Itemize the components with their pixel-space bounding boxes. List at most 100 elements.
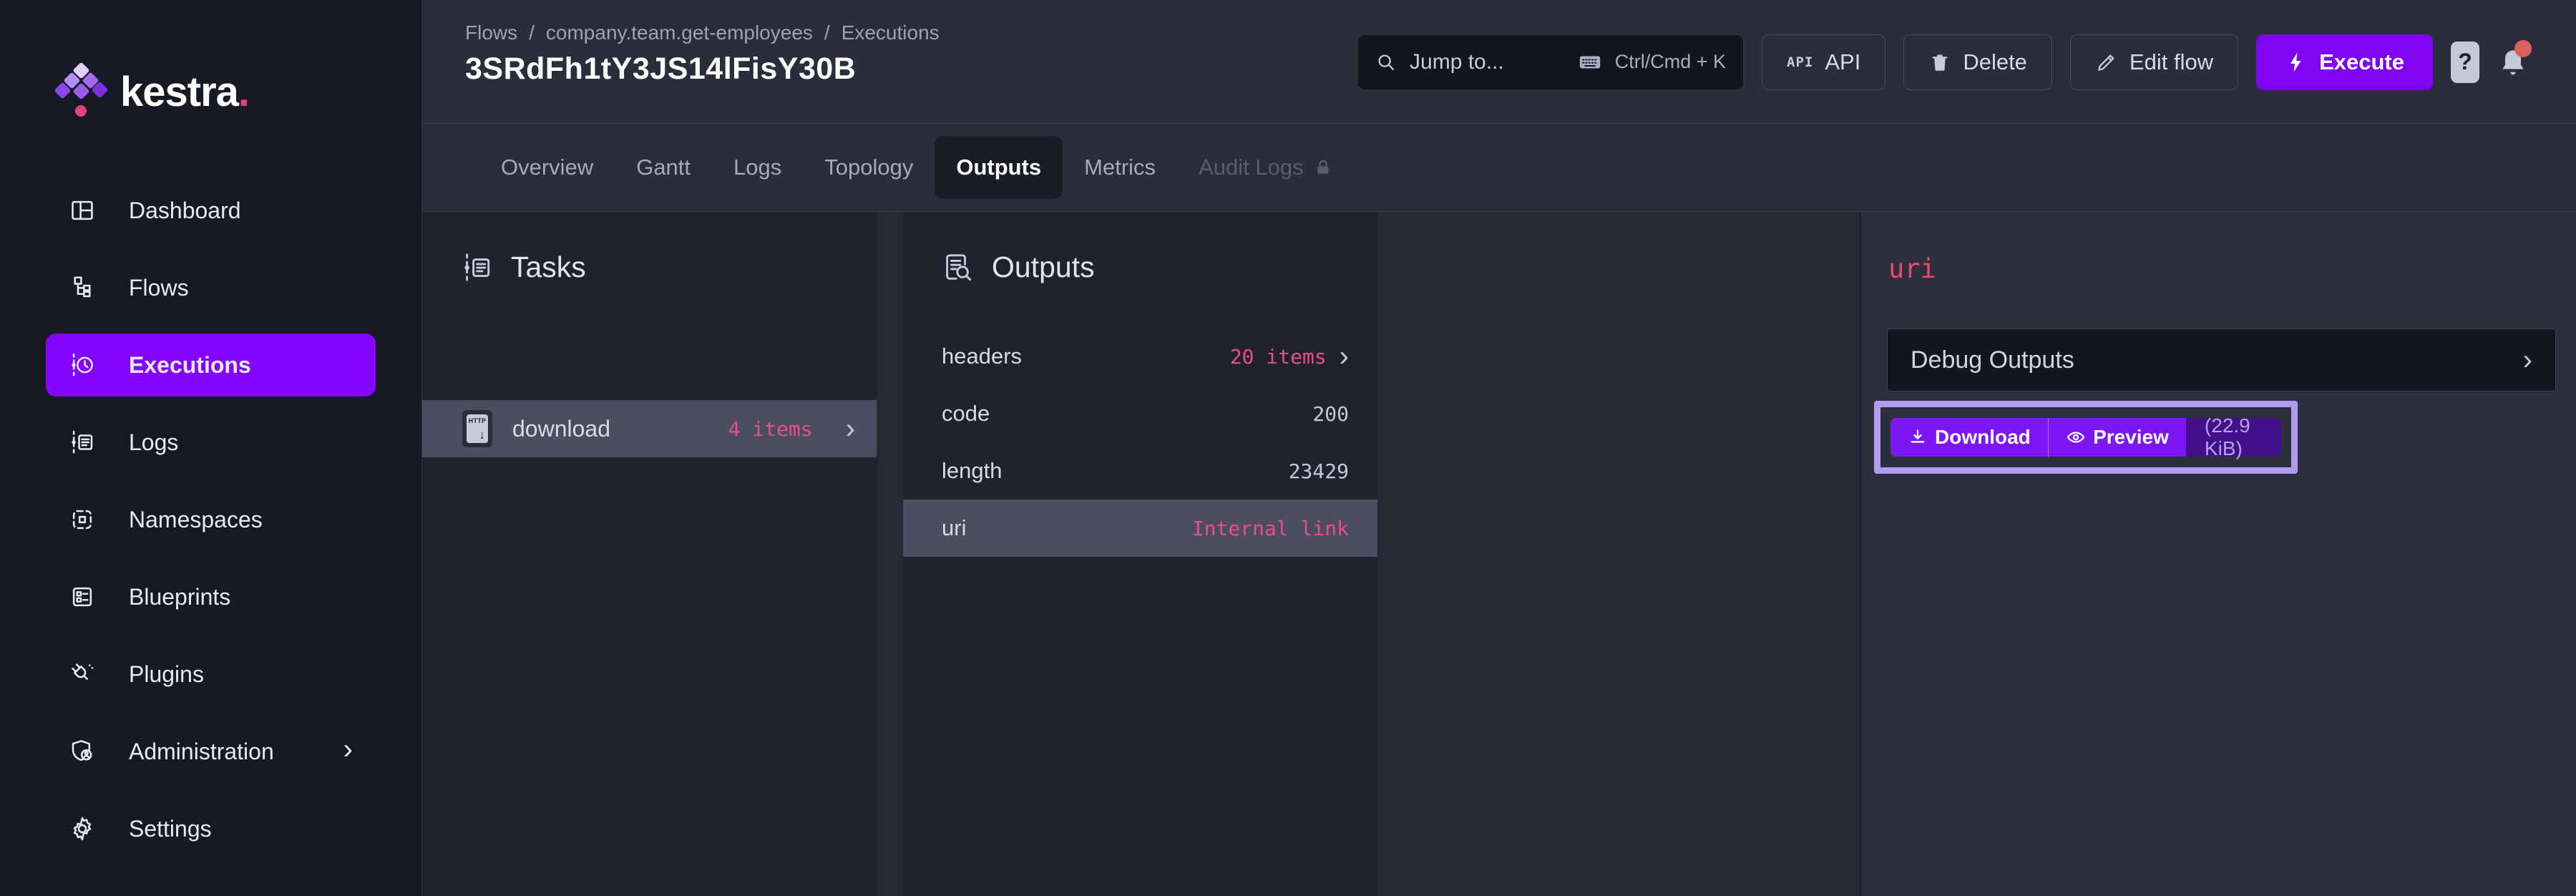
- help-button[interactable]: ?: [2451, 41, 2479, 83]
- outputs-panel: Outputs headers 20 items › code 200 leng…: [903, 212, 1377, 896]
- sidebar-item-label: Blueprints: [129, 583, 231, 610]
- tab-gantt[interactable]: Gantt: [636, 155, 691, 180]
- kestra-logo-icon: [54, 62, 109, 119]
- jump-to-search[interactable]: Jump to... Ctrl/Cmd + K: [1357, 34, 1745, 90]
- kestra-logo[interactable]: kestra.: [54, 62, 250, 119]
- kestra-logo-text: kestra.: [120, 68, 250, 115]
- sidebar: kestra. Dashboard Flows Executions Logs: [0, 0, 422, 896]
- execute-button[interactable]: Execute: [2256, 34, 2433, 90]
- output-key: code: [942, 401, 990, 426]
- output-row-code[interactable]: code 200: [903, 385, 1377, 442]
- output-key: headers: [942, 344, 1023, 369]
- tab-metrics[interactable]: Metrics: [1084, 155, 1156, 180]
- output-value: 200: [1312, 401, 1349, 426]
- tasks-panel-title: Tasks: [511, 250, 586, 283]
- api-icon: API: [1787, 54, 1814, 70]
- sidebar-item-label: Logs: [129, 429, 179, 455]
- breadcrumb: Flows / company.team.get-employees / Exe…: [465, 21, 940, 44]
- edit-flow-button[interactable]: Edit flow: [2069, 34, 2239, 90]
- download-icon: [1911, 429, 1925, 443]
- delete-button[interactable]: Delete: [1903, 34, 2052, 90]
- outputs-view: Tasks HTTP ↓ download 4 items › Outputs: [422, 212, 2576, 896]
- lightning-icon: [2290, 52, 2301, 72]
- tasks-panel: Tasks HTTP ↓ download 4 items ›: [422, 212, 877, 896]
- output-key: length: [942, 458, 1002, 483]
- http-task-icon: HTTP ↓: [462, 410, 492, 447]
- topbar: Flows / company.team.get-employees / Exe…: [422, 0, 2576, 124]
- button-divider: [2047, 418, 2049, 457]
- task-row-download[interactable]: HTTP ↓ download 4 items ›: [422, 400, 877, 457]
- breadcrumb-executions[interactable]: Executions: [841, 21, 940, 44]
- breadcrumb-flows[interactable]: Flows: [465, 21, 518, 44]
- tab-outputs[interactable]: Outputs: [935, 136, 1063, 199]
- tasks-icon: [464, 253, 490, 282]
- sidebar-item-label: Settings: [129, 815, 212, 842]
- output-key: uri: [942, 515, 967, 540]
- settings-gear-icon: [73, 817, 92, 841]
- sidebar-nav: Dashboard Flows Executions Logs Namespac…: [0, 172, 421, 867]
- output-row-headers[interactable]: headers 20 items ›: [903, 328, 1377, 385]
- blueprints-icon: [72, 587, 92, 607]
- chevron-right-icon: ›: [845, 413, 855, 444]
- breadcrumb-separator: /: [529, 21, 535, 44]
- output-detail-panel: uri Debug Outputs › Download Preview: [1860, 212, 2576, 896]
- keyboard-icon: [1579, 56, 1600, 68]
- output-row-uri[interactable]: uri Internal link: [903, 500, 1377, 557]
- outputs-panel-title: Outputs: [992, 250, 1095, 283]
- executions-icon: [72, 353, 93, 377]
- outputs-rows: headers 20 items › code 200 length 23429…: [903, 328, 1377, 557]
- sidebar-item-label: Executions: [129, 351, 251, 378]
- notification-dot: [2514, 39, 2532, 57]
- lock-icon: [1317, 160, 1329, 174]
- search-placeholder: Jump to...: [1410, 49, 1504, 74]
- tab-logs[interactable]: Logs: [733, 155, 782, 180]
- sidebar-item-dashboard[interactable]: Dashboard: [0, 172, 421, 249]
- administration-icon: [72, 740, 92, 761]
- search-shortcut: Ctrl/Cmd + K: [1614, 51, 1727, 72]
- debug-outputs-button[interactable]: Debug Outputs ›: [1887, 328, 2556, 391]
- sidebar-item-label: Administration: [129, 738, 274, 764]
- chevron-right-icon: ›: [343, 733, 353, 765]
- download-button[interactable]: Download: [1890, 418, 2048, 457]
- task-items-badge: 4 items: [728, 417, 813, 441]
- flows-icon: [74, 276, 91, 298]
- dashboard-icon: [72, 200, 93, 220]
- page-title: 3SRdFh1tY3JS14lFisY30B: [465, 52, 857, 86]
- preview-button[interactable]: Preview: [2049, 418, 2186, 457]
- api-button[interactable]: API API: [1762, 34, 1886, 90]
- sidebar-item-label: Dashboard: [129, 197, 241, 223]
- output-value: 20 items: [1229, 344, 1327, 369]
- sidebar-item-executions[interactable]: Executions: [0, 326, 421, 404]
- sidebar-item-administration[interactable]: Administration ›: [0, 713, 421, 790]
- tab-topology[interactable]: Topology: [824, 155, 914, 180]
- sidebar-item-namespaces[interactable]: Namespaces: [0, 481, 421, 558]
- output-row-length[interactable]: length 23429: [903, 442, 1377, 500]
- outputs-icon: [946, 253, 972, 281]
- chevron-right-icon: ›: [2522, 344, 2532, 376]
- file-actions-group: Download Preview (22.9 KiB): [1890, 414, 2281, 459]
- detail-title: uri: [1888, 253, 1936, 284]
- sidebar-item-logs[interactable]: Logs: [0, 404, 421, 481]
- plugins-icon: [72, 663, 94, 680]
- sidebar-item-flows[interactable]: Flows: [0, 249, 421, 326]
- search-icon: [1378, 54, 1395, 70]
- tab-audit-logs[interactable]: Audit Logs: [1177, 136, 1354, 199]
- eye-icon: [2067, 432, 2085, 443]
- namespaces-icon: [72, 510, 92, 530]
- sidebar-item-settings[interactable]: Settings: [0, 790, 421, 867]
- annotation-highlight-box: Download Preview (22.9 KiB): [1874, 401, 2298, 474]
- tasks-panel-header: Tasks: [422, 212, 877, 284]
- topbar-actions: Jump to... Ctrl/Cmd + K API API Delete E…: [1357, 0, 2532, 124]
- question-mark-icon: ?: [2458, 49, 2472, 74]
- sidebar-item-blueprints[interactable]: Blueprints: [0, 558, 421, 636]
- chevron-right-icon: ›: [1339, 341, 1349, 372]
- sidebar-item-plugins[interactable]: Plugins: [0, 636, 421, 713]
- pencil-icon: [2098, 54, 2114, 71]
- output-value: 23429: [1288, 459, 1349, 483]
- sidebar-item-label: Plugins: [129, 661, 204, 687]
- tab-overview[interactable]: Overview: [501, 155, 594, 180]
- breadcrumb-namespace[interactable]: company.team.get-employees: [545, 21, 813, 44]
- notifications-button[interactable]: [2497, 39, 2532, 80]
- sidebar-item-label: Flows: [129, 274, 189, 301]
